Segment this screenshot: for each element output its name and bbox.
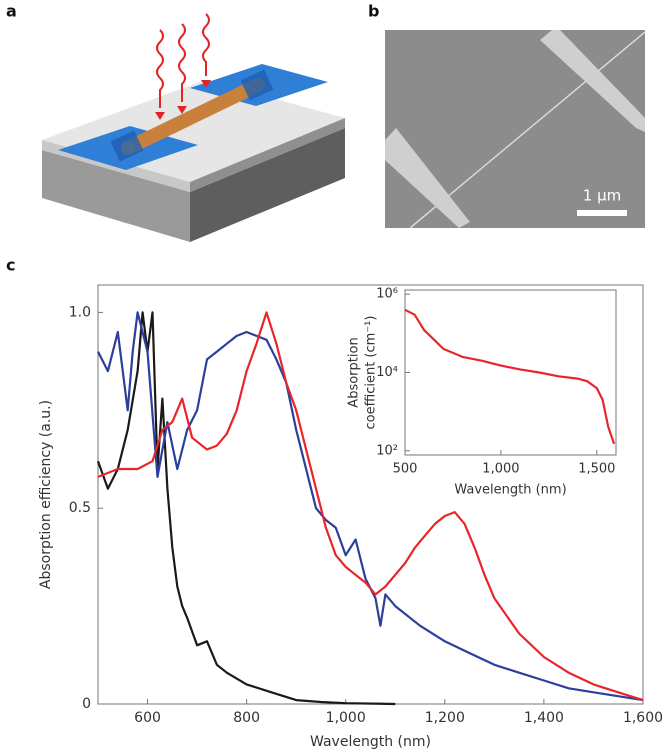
y-tick-label: 10⁶	[376, 287, 398, 302]
y-axis-label: Absorption	[347, 337, 362, 407]
panel-label: b	[368, 2, 379, 21]
y-tick-label: 1.0	[69, 304, 91, 320]
data-line	[97, 311, 644, 702]
y-axis-label: Absorption efficiency (a.u.)	[38, 400, 54, 589]
data-line	[97, 311, 644, 702]
y-tick-label: 10²	[376, 443, 398, 458]
x-axis-label: Wavelength (nm)	[310, 734, 431, 750]
x-tick-label: 1,500	[578, 462, 615, 477]
x-tick-label: 1,600	[623, 710, 663, 726]
y-axis-label: coefficient (cm⁻¹)	[364, 316, 379, 430]
panel-label: a	[6, 2, 17, 21]
x-tick-label: 1,200	[425, 710, 465, 726]
panel-label: c	[6, 256, 15, 275]
inset-frame	[404, 289, 617, 456]
x-axis-label: Wavelength (nm)	[454, 483, 566, 498]
x-tick-label: 1,000	[326, 710, 366, 726]
sem-image	[385, 30, 646, 229]
data-line	[96, 311, 396, 706]
y-tick-label: 10⁴	[376, 365, 398, 380]
x-tick-label: 800	[233, 710, 260, 726]
device-illustration	[42, 13, 345, 242]
data-line	[404, 308, 616, 445]
x-tick-label: 1,400	[524, 710, 564, 726]
y-tick-label: 0	[82, 696, 91, 712]
scale-bar-label: 1 μm	[583, 187, 621, 205]
x-tick-label: 600	[134, 710, 161, 726]
y-tick-label: 0.5	[69, 500, 91, 516]
x-tick-label: 500	[393, 462, 418, 477]
x-tick-label: 1,000	[482, 462, 519, 477]
